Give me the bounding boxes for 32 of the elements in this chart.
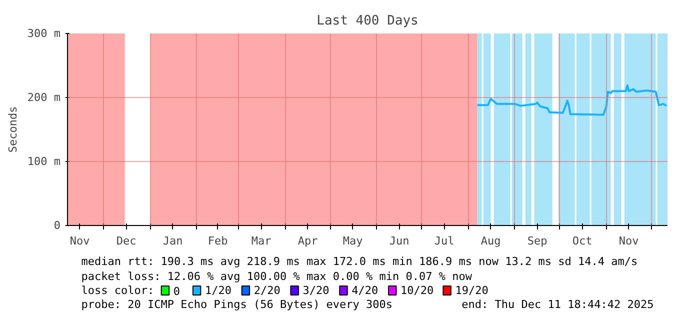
text: probe: 20 ICMP Echo Pings (56 Bytes) every 300s [81, 298, 393, 311]
chart-title: Last 400 Days [316, 14, 418, 28]
x-tick-label: Sep [527, 234, 548, 248]
y-tick-label: 200 m [27, 91, 61, 104]
x-tick-label: Feb [208, 234, 228, 248]
x-tick-label: Nov [618, 234, 640, 248]
y-tick-label: 0 [54, 219, 60, 232]
legend-label: 0 [173, 285, 180, 298]
y-tick-label: 300 m [27, 27, 61, 40]
y-tick-label: 100 m [27, 155, 61, 168]
legend-title: loss color: [81, 284, 154, 297]
text: end: Thu Dec 11 18:44:42 2025 [462, 298, 654, 311]
text: packet loss: 12.06 % avg 100.00 % max 0.00 % min 0.07 % now [81, 270, 472, 283]
x-tick-label: Nov [70, 234, 90, 248]
legend-label: 2/20 [254, 284, 280, 297]
x-tick-label: Jul [434, 234, 454, 248]
legend-label: 4/20 [352, 284, 378, 297]
y-axis-title: Seconds [6, 106, 20, 153]
x-tick-label: Jan [162, 234, 183, 248]
legend-label: 1/20 [204, 284, 232, 297]
x-tick-label: Aug [480, 234, 501, 248]
x-tick-label: Dec [116, 234, 136, 248]
x-tick-label: Jun [389, 234, 410, 248]
legend-label: 10/20 [400, 284, 434, 297]
x-tick-label: May [342, 234, 364, 248]
x-tick-label: Mar [251, 234, 272, 248]
x-tick-label: Oct [572, 234, 592, 248]
legend-label: 19/20 [455, 284, 488, 297]
legend-label: 3/20 [302, 284, 330, 297]
x-tick-label: Apr [298, 234, 318, 248]
text: median rtt: 190.3 ms avg 218.9 ms max 172.0 ms min 186.9 ms now 13.2 ms sd 14.4 am/s [81, 255, 638, 268]
line-series [476, 84, 668, 116]
